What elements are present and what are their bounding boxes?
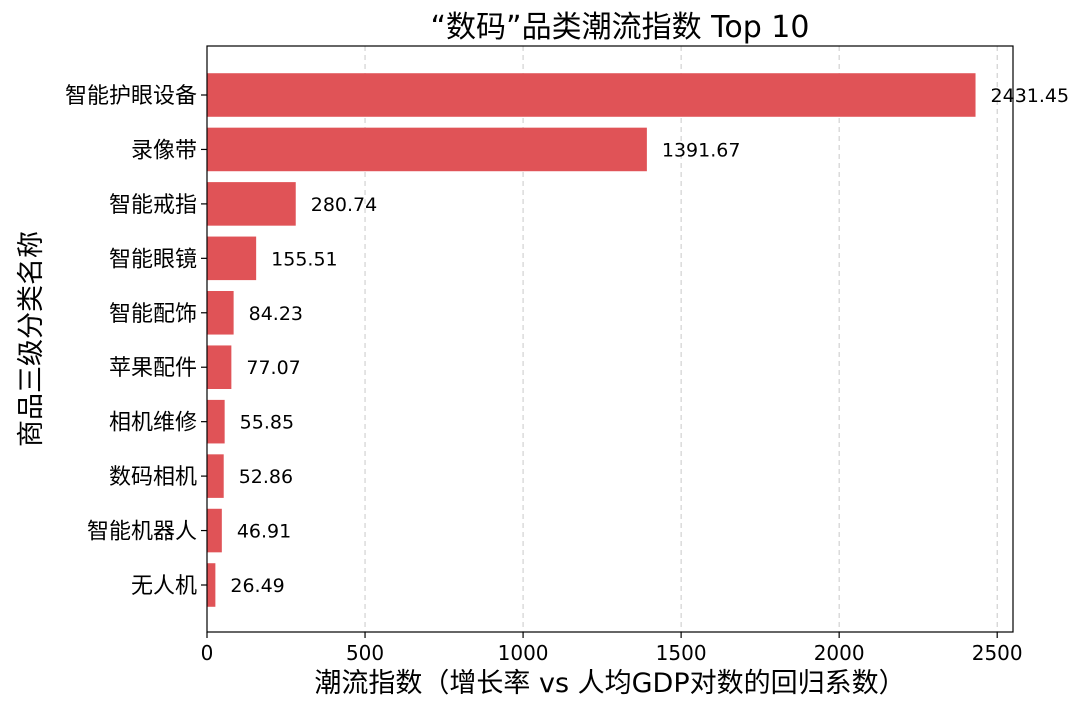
x-tick-label: 2500 <box>972 641 1023 665</box>
category-label: 相机维修 <box>109 411 197 436</box>
data-label: 52.86 <box>239 466 293 488</box>
bar <box>207 236 257 281</box>
bar <box>207 399 225 444</box>
plot-frame <box>206 45 1014 633</box>
data-label: 280.74 <box>311 194 377 216</box>
category-label: 智能眼镜 <box>109 247 197 272</box>
x-axis-label: 潮流指数（增长率 vs 人均GDP对数的回归系数） <box>314 668 905 699</box>
data-label: 46.91 <box>237 521 291 543</box>
data-label: 84.23 <box>249 303 303 325</box>
x-tick-label: 500 <box>346 641 384 665</box>
bar <box>207 508 222 553</box>
x-tick-label: 2000 <box>814 641 865 665</box>
chart-title: “数码”品类潮流指数 Top 10 <box>431 10 810 45</box>
data-label: 55.85 <box>240 412 294 434</box>
y-axis-label: 商品三级分类名称 <box>16 231 47 447</box>
bar <box>207 454 224 498</box>
category-label: 智能机器人 <box>87 520 197 545</box>
category-label: 智能护眼设备 <box>65 84 197 109</box>
bar <box>207 563 216 607</box>
category-label: 智能戒指 <box>109 193 197 218</box>
grid-lines <box>364 46 998 632</box>
data-label: 1391.67 <box>662 139 741 161</box>
x-tick-label: 1500 <box>656 641 707 665</box>
bar <box>207 345 232 389</box>
data-label: 2431.45 <box>991 85 1070 107</box>
data-label: 155.51 <box>271 248 337 270</box>
bar <box>207 73 976 117</box>
category-label: 智能配饰 <box>109 302 197 327</box>
x-ticks: 0 500 1000 1500 2000 2500 <box>201 632 1023 665</box>
bar <box>207 291 234 335</box>
data-label: 26.49 <box>230 575 284 597</box>
bar <box>207 127 647 172</box>
x-tick-label: 0 <box>201 641 214 665</box>
x-tick-label: 1000 <box>498 641 549 665</box>
data-label: 77.07 <box>246 357 300 379</box>
bars <box>207 73 976 607</box>
category-label: 苹果配件 <box>109 356 197 381</box>
bar <box>207 182 296 226</box>
category-label: 录像带 <box>131 138 197 163</box>
data-labels: 2431.45 1391.67 280.74 155.51 84.23 77.07 55.8… <box>230 85 1069 597</box>
category-label: 数码相机 <box>109 465 197 490</box>
y-categories: 智能护眼设备录像带智能戒指智能眼镜智能配饰苹果配件相机维修数码相机智能机器人无人… <box>65 84 207 599</box>
category-label: 无人机 <box>131 574 197 599</box>
